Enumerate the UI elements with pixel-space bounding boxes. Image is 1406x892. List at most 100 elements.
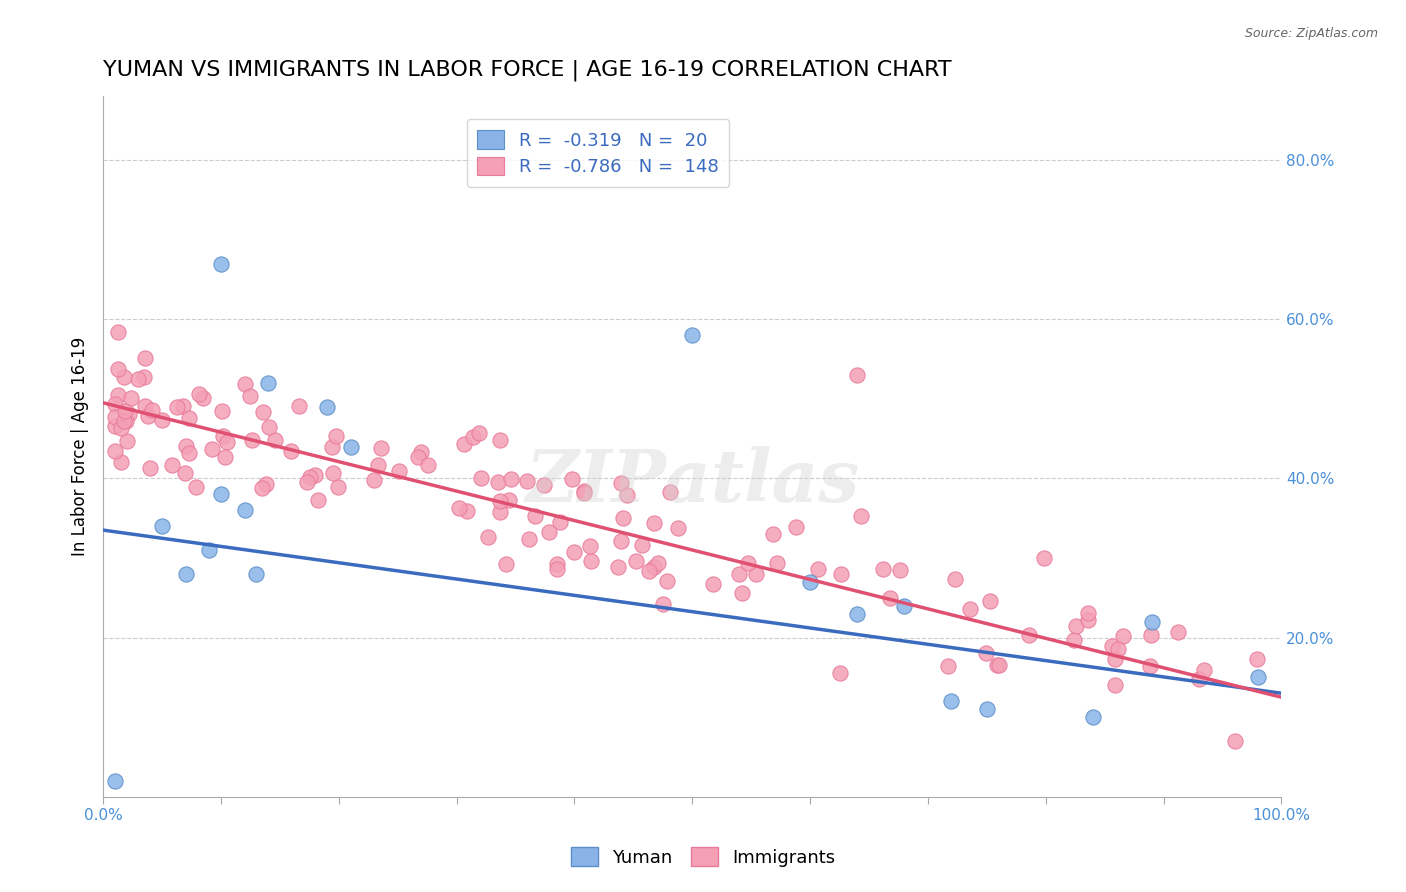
- Point: [134, 399, 156, 413]
- Point: [456, 504, 478, 518]
- Point: [1077, 613, 1099, 627]
- Point: [112, 414, 135, 428]
- Point: [209, 256, 232, 270]
- Point: [295, 475, 318, 489]
- Point: [1167, 625, 1189, 640]
- Point: [104, 443, 127, 458]
- Point: [209, 487, 232, 501]
- Point: [127, 372, 149, 386]
- Point: [139, 461, 162, 475]
- Point: [252, 405, 274, 419]
- Legend: Yuman, Immigrants: Yuman, Immigrants: [564, 840, 842, 874]
- Point: [321, 441, 343, 455]
- Point: [1225, 733, 1247, 747]
- Point: [666, 521, 689, 535]
- Point: [233, 376, 256, 391]
- Point: [215, 435, 238, 450]
- Point: [630, 538, 652, 552]
- Point: [846, 607, 869, 621]
- Point: [546, 557, 568, 571]
- Point: [828, 665, 851, 680]
- Point: [254, 476, 277, 491]
- Point: [367, 458, 389, 472]
- Point: [499, 472, 522, 486]
- Point: [799, 574, 821, 589]
- Point: [762, 526, 785, 541]
- Point: [546, 562, 568, 576]
- Point: [409, 445, 432, 459]
- Point: [846, 368, 869, 382]
- Point: [406, 450, 429, 465]
- Point: [637, 565, 659, 579]
- Point: [486, 475, 509, 490]
- Point: [416, 458, 439, 472]
- Point: [174, 439, 197, 453]
- Point: [187, 387, 209, 401]
- Point: [174, 467, 197, 481]
- Point: [727, 566, 749, 581]
- Point: [104, 418, 127, 433]
- Point: [172, 399, 194, 413]
- Point: [533, 477, 555, 491]
- Point: [134, 351, 156, 366]
- Point: [1192, 663, 1215, 677]
- Point: [174, 566, 197, 581]
- Point: [198, 543, 221, 558]
- Point: [150, 519, 173, 533]
- Point: [681, 328, 703, 343]
- Point: [659, 484, 682, 499]
- Point: [657, 574, 679, 589]
- Point: [322, 467, 344, 481]
- Point: [184, 481, 207, 495]
- Point: [974, 646, 997, 660]
- Point: [702, 577, 724, 591]
- Point: [1140, 615, 1163, 629]
- Point: [118, 407, 141, 421]
- Point: [943, 573, 966, 587]
- Point: [612, 511, 634, 525]
- Point: [104, 773, 127, 788]
- Point: [110, 455, 132, 469]
- Point: [537, 524, 560, 539]
- Point: [107, 325, 129, 339]
- Point: [316, 400, 339, 414]
- Point: [325, 428, 347, 442]
- Point: [1247, 670, 1270, 684]
- Point: [647, 557, 669, 571]
- Point: [1104, 678, 1126, 692]
- Point: [941, 694, 963, 708]
- Point: [495, 557, 517, 571]
- Point: [879, 591, 901, 605]
- Point: [893, 599, 915, 613]
- Point: [470, 471, 492, 485]
- Point: [959, 602, 981, 616]
- Point: [1101, 639, 1123, 653]
- Point: [304, 467, 326, 482]
- Point: [979, 593, 1001, 607]
- Point: [1188, 672, 1211, 686]
- Point: [298, 469, 321, 483]
- Point: [731, 586, 754, 600]
- Point: [651, 598, 673, 612]
- Point: [104, 397, 127, 411]
- Point: [488, 505, 510, 519]
- Point: [257, 376, 280, 390]
- Point: [453, 437, 475, 451]
- Point: [211, 429, 233, 443]
- Point: [624, 554, 647, 568]
- Point: [524, 508, 547, 523]
- Point: [177, 445, 200, 459]
- Point: [498, 492, 520, 507]
- Point: [114, 404, 136, 418]
- Point: [107, 362, 129, 376]
- Point: [643, 516, 665, 531]
- Point: [737, 556, 759, 570]
- Point: [785, 520, 807, 534]
- Point: [363, 473, 385, 487]
- Point: [252, 481, 274, 495]
- Point: [1107, 641, 1129, 656]
- Point: [1063, 632, 1085, 647]
- Point: [307, 493, 329, 508]
- Point: [110, 421, 132, 435]
- Point: [744, 566, 766, 581]
